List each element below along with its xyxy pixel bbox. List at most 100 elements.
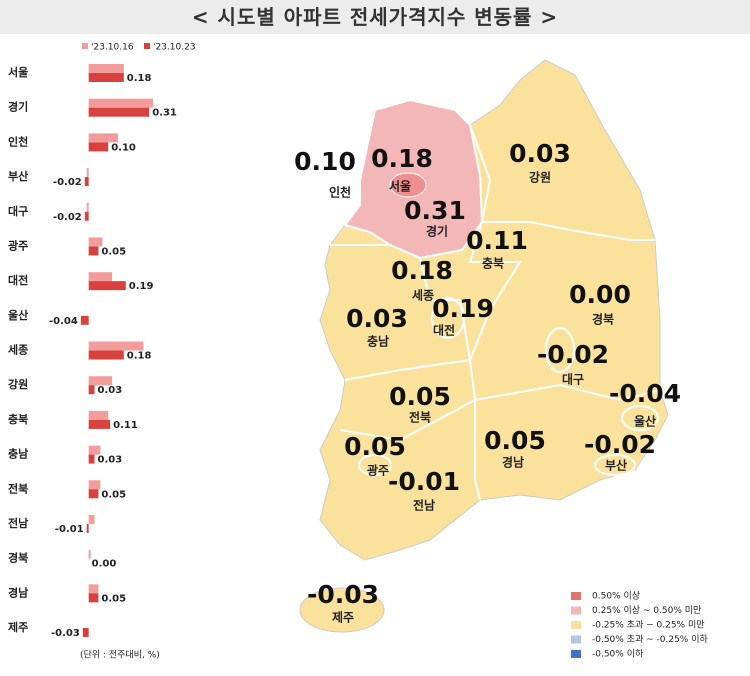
gwangju-area [358, 454, 392, 476]
bar [88, 350, 124, 360]
category-label: 경기 [8, 100, 28, 114]
category-label: 세종 [8, 343, 28, 357]
value-label: 0.05 [101, 246, 126, 257]
value-label: 0.05 [101, 489, 126, 500]
category-label: 강원 [8, 377, 28, 391]
category-label: 대전 [8, 273, 28, 287]
value-label: -0.04 [49, 316, 78, 327]
bar [88, 514, 95, 524]
legend-swatch [82, 43, 88, 49]
category-label: 부산 [8, 169, 28, 183]
category-label: 경북 [8, 551, 28, 565]
bar [88, 376, 113, 386]
map-legend-label: -0.50% 이하 [592, 649, 644, 660]
category-label: 경남 [8, 585, 28, 599]
bar [88, 237, 103, 247]
jeju [299, 587, 385, 633]
bar [88, 133, 118, 143]
bar [88, 549, 91, 559]
map-region: 경기 [426, 224, 448, 239]
bar [88, 480, 101, 490]
busan-area [594, 454, 636, 476]
seoul-area [389, 172, 427, 198]
bar [88, 281, 126, 291]
map-value: 0.10 [294, 147, 356, 176]
legend-swatch [144, 43, 150, 49]
ulsan-area [621, 405, 659, 431]
map-region: 충북 [482, 256, 504, 271]
map-region: 서울 [389, 179, 411, 194]
bar [84, 211, 89, 221]
map-value: 0.05 [344, 432, 406, 461]
map-region: 광주 [367, 463, 389, 478]
map-value: 0.03 [346, 304, 408, 333]
map-region: 세종 [412, 288, 434, 303]
map-value: -0.04 [609, 379, 681, 408]
bar [88, 64, 124, 73]
bar [86, 202, 89, 212]
value-label: 0.03 [98, 455, 123, 466]
bar [80, 315, 89, 325]
map-legend-label: -0.50% 초과 ~ -0.25% 이하 [592, 634, 709, 645]
value-label: 0.10 [111, 142, 136, 153]
category-label: 제주 [8, 620, 28, 634]
map-value: 0.19 [432, 294, 494, 323]
map-region: 울산 [634, 414, 656, 429]
map-value: 0.11 [466, 226, 528, 255]
map-legend-swatch [571, 621, 581, 629]
bar [88, 341, 144, 351]
boundary [469, 124, 655, 241]
bar [88, 593, 99, 603]
bar [88, 584, 99, 594]
map-region: 충남 [367, 334, 389, 349]
bar [88, 107, 150, 117]
map-value: -0.02 [537, 340, 609, 369]
value-label: 0.18 [127, 351, 152, 362]
value-label: -0.01 [55, 524, 84, 535]
bar [86, 523, 89, 533]
category-label: 광주 [8, 239, 28, 252]
map-value: 0.03 [509, 139, 571, 168]
map-value: -0.01 [388, 467, 460, 496]
map-region: 경남 [502, 455, 524, 470]
bar [88, 419, 111, 429]
bar [88, 246, 99, 256]
bar [88, 454, 95, 464]
map-value: 0.31 [404, 196, 466, 225]
category-label: 충남 [8, 447, 28, 461]
category-label: 울산 [8, 308, 28, 322]
value-label: 0.05 [101, 593, 126, 604]
bar [88, 142, 109, 152]
page-title: < 시도별 아파트 전세가격지수 변동률 > [0, 0, 750, 34]
category-label: 서울 [8, 65, 28, 79]
unit-note: (단위 : 전주대비, %) [80, 650, 160, 661]
map-value: -0.03 [307, 580, 379, 609]
daegu-area [545, 327, 575, 373]
legend-label: '23.10.16 [91, 43, 134, 53]
boundary [339, 383, 661, 442]
value-label: -0.02 [53, 177, 82, 188]
category-label: 대구 [8, 204, 28, 218]
boundary [468, 221, 522, 501]
bar [88, 385, 95, 395]
map-region: 인천 [329, 185, 351, 200]
bar [88, 73, 124, 82]
map-legend-swatch [571, 635, 581, 644]
map-legend-swatch [571, 592, 581, 600]
bar [88, 445, 101, 455]
value-label: 0.03 [98, 385, 123, 396]
map-legend-label: -0.25% 초과 ~ 0.25% 미만 [592, 620, 705, 631]
boundary [330, 244, 472, 381]
map-region: 부산 [605, 458, 627, 473]
daejeon-area [431, 297, 465, 339]
map-legend-swatch [571, 650, 581, 658]
incheon-area [331, 181, 359, 209]
value-label: 0.31 [152, 108, 177, 119]
bar [84, 177, 89, 187]
map-legend-swatch [571, 606, 581, 615]
map-legend-label: 0.50% 이상 [592, 591, 640, 602]
value-label: 0.18 [127, 73, 152, 84]
map-value: 0.18 [371, 144, 433, 173]
value-label: 0.11 [113, 420, 138, 431]
